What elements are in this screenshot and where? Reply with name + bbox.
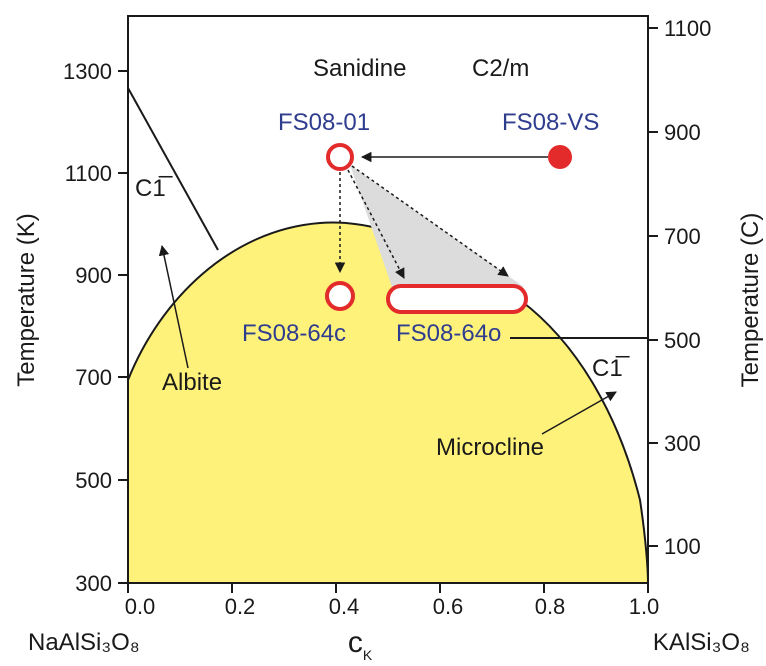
x-tick-label: 0.4 [329,594,360,619]
marker-fs08-vs [548,145,572,169]
y-right-axis-title: Temperature (C) [737,213,764,388]
y-left-tick-label: 700 [75,365,112,390]
sample-label-fs08-64o: FS08-64o [396,320,501,347]
x-tick-label: 0.6 [433,594,464,619]
x-tick-labels: 0.0 0.2 0.4 0.6 0.8 1.0 [125,594,660,619]
region-label-c1-left: C1̅ [135,175,173,202]
region-label-albite: Albite [162,369,222,396]
x-tick-label: 1.0 [629,594,660,619]
x-end-label-left: NaAlSi₃O₈ [28,629,140,656]
y-right-tick-label: 700 [664,224,701,249]
y-left-axis-title: Temperature (K) [13,213,40,386]
region-label-c2m: C2/m [472,55,529,82]
y-left-tick-label: 1100 [65,161,112,186]
y-left-tick-label: 500 [75,468,112,493]
x-axis-title-main: c [348,626,363,659]
sample-label-fs08-vs: FS08-VS [502,109,599,136]
y-left-tick-label: 300 [75,571,112,596]
sample-label-fs08-64c: FS08-64c [242,320,346,347]
y-right-tick-labels: 100 300 500 700 900 1100 [664,16,711,559]
y-left-tick-label: 900 [75,263,112,288]
dotted-arrow-to-64o-right [351,165,509,277]
x-tick-label: 0.8 [535,594,566,619]
y-left-tick-labels: 300 500 700 900 1100 1300 [63,59,112,596]
marker-fs08-01 [326,143,354,171]
y-right-tick-label: 100 [664,534,701,559]
plot-frame [127,15,649,584]
y-right-tick-label: 900 [664,120,701,145]
y-right-tick-label: 300 [664,431,701,456]
y-left-ticks [118,70,128,584]
x-tick-label: 0.2 [225,594,256,619]
y-right-ticks [648,27,658,547]
marker-fs08-64o [386,284,528,314]
y-right-tick-label: 500 [664,328,701,353]
sample-label-fs08-01: FS08-01 [278,109,370,136]
x-tick-label: 0.0 [125,594,156,619]
x-ticks [127,583,649,593]
boundary-line-left [127,87,219,251]
region-label-sanidine: Sanidine [313,55,406,82]
marker-fs08-64c [325,281,355,311]
x-end-label-right: KAlSi₃O₈ [653,629,750,656]
y-left-tick-label: 1300 [63,59,112,84]
x-axis-title: cK [348,626,373,663]
region-label-microcline: Microcline [436,434,544,461]
y-right-tick-label: 1100 [664,16,711,41]
solvus-field [127,221,650,584]
region-label-c1-right: C1̅ [592,355,630,382]
x-axis-title-sub: K [363,647,373,663]
dotted-arrow-to-64o-left [347,169,405,279]
microcline-pointer-arrow [541,391,617,435]
albite-pointer-arrow [158,244,189,369]
